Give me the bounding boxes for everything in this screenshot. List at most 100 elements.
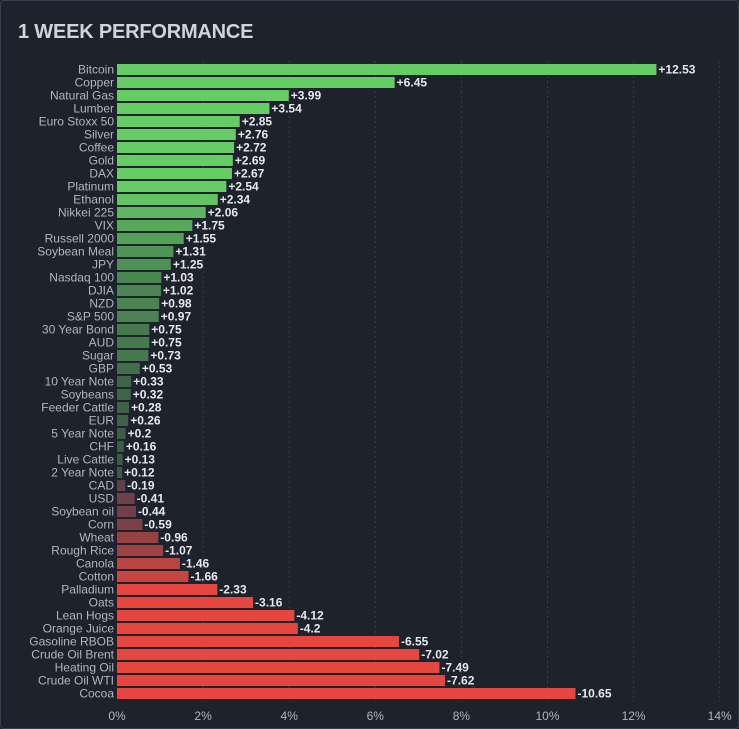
category-label: Cotton <box>79 570 114 584</box>
bar <box>117 298 160 309</box>
bar <box>117 194 218 205</box>
x-tick-label: 12% <box>622 709 646 723</box>
bar <box>117 285 161 296</box>
category-label: Natural Gas <box>50 89 114 103</box>
bar <box>117 467 123 478</box>
value-label: +0.13 <box>125 453 156 467</box>
value-label: +2.76 <box>238 128 269 142</box>
value-label: +0.75 <box>151 323 182 337</box>
gridlines <box>202 61 721 702</box>
category-label: Crude Oil WTI <box>38 674 114 688</box>
category-label: Euro Stoxx 50 <box>39 115 115 129</box>
x-tick-label: 10% <box>535 709 559 723</box>
bar <box>117 363 140 374</box>
category-label: Ethanol <box>73 193 114 207</box>
bar <box>117 545 164 556</box>
bar <box>117 623 298 634</box>
bar <box>117 64 657 75</box>
bar <box>117 415 129 426</box>
value-label: +1.25 <box>173 258 204 272</box>
value-label: +0.75 <box>151 336 182 350</box>
value-label: +3.54 <box>271 102 302 116</box>
bar <box>117 688 576 699</box>
bar <box>117 649 420 660</box>
category-label: Crude Oil Brent <box>31 648 114 662</box>
bar <box>117 246 174 257</box>
bar <box>117 402 130 413</box>
x-tick-label: 14% <box>708 709 732 723</box>
bar <box>117 571 189 582</box>
value-label: -0.44 <box>138 505 166 519</box>
bar <box>117 142 235 153</box>
value-label: +2.34 <box>220 193 251 207</box>
category-label: Lumber <box>73 102 114 116</box>
category-label: NZD <box>89 297 114 311</box>
value-label: -6.55 <box>401 635 429 649</box>
bar <box>117 233 184 244</box>
category-label: Wheat <box>79 531 114 545</box>
value-label: -3.16 <box>255 596 283 610</box>
value-label: +2.69 <box>235 154 266 168</box>
value-label: +12.53 <box>658 63 695 77</box>
bar <box>117 558 180 569</box>
category-label: CAD <box>89 479 115 493</box>
value-label: -1.66 <box>190 570 218 584</box>
category-label: 10 Year Note <box>45 375 115 389</box>
category-label: JPY <box>92 258 114 272</box>
bar <box>117 181 227 192</box>
bar <box>117 441 124 452</box>
value-label: +6.45 <box>397 76 428 90</box>
value-label: -0.59 <box>144 518 172 532</box>
value-label: -2.33 <box>219 583 247 597</box>
category-label: Rough Rice <box>51 544 114 558</box>
value-label: -7.49 <box>441 661 469 675</box>
bar <box>117 493 135 504</box>
bar <box>117 428 126 439</box>
category-label: Cocoa <box>79 687 114 701</box>
bar <box>117 636 399 647</box>
category-label: Feeder Cattle <box>41 401 114 415</box>
value-label: +0.16 <box>126 440 157 454</box>
bar <box>117 207 206 218</box>
chart-title: 1 WEEK PERFORMANCE <box>18 21 254 43</box>
category-label: EUR <box>89 414 115 428</box>
bars <box>117 64 657 699</box>
bar <box>117 610 295 621</box>
value-label: -0.41 <box>137 492 165 506</box>
value-label: +1.55 <box>186 232 217 246</box>
category-label: AUD <box>89 336 115 350</box>
category-label: Oats <box>89 596 114 610</box>
bar <box>117 324 150 335</box>
category-label: Platinum <box>67 180 114 194</box>
value-label: +1.75 <box>194 219 225 233</box>
bar <box>117 259 171 270</box>
x-tick-label: 6% <box>367 709 385 723</box>
value-label: +2.06 <box>208 206 239 220</box>
value-label: -0.19 <box>127 479 155 493</box>
category-label: Corn <box>88 518 114 532</box>
x-tick-label: 2% <box>194 709 212 723</box>
category-label: Gold <box>89 154 114 168</box>
bar <box>117 597 254 608</box>
bar <box>117 90 289 101</box>
category-label: DJIA <box>88 284 114 298</box>
value-label: -0.96 <box>160 531 188 545</box>
x-tick-label: 4% <box>281 709 299 723</box>
value-label: -4.12 <box>296 609 324 623</box>
category-label: Bitcoin <box>78 63 114 77</box>
category-label: Nasdaq 100 <box>49 271 114 285</box>
value-label: +0.12 <box>124 466 155 480</box>
value-label: +2.72 <box>236 141 267 155</box>
category-label: Lean Hogs <box>56 609 114 623</box>
value-label: -1.46 <box>182 557 210 571</box>
bar <box>117 129 236 140</box>
x-tick-label: 0% <box>108 709 126 723</box>
category-label: Silver <box>84 128 114 142</box>
bar <box>117 584 218 595</box>
category-label: Soybean Meal <box>37 245 114 259</box>
category-label: Canola <box>76 557 114 571</box>
value-label: -7.62 <box>447 674 475 688</box>
bar <box>117 116 240 127</box>
bar <box>117 454 123 465</box>
